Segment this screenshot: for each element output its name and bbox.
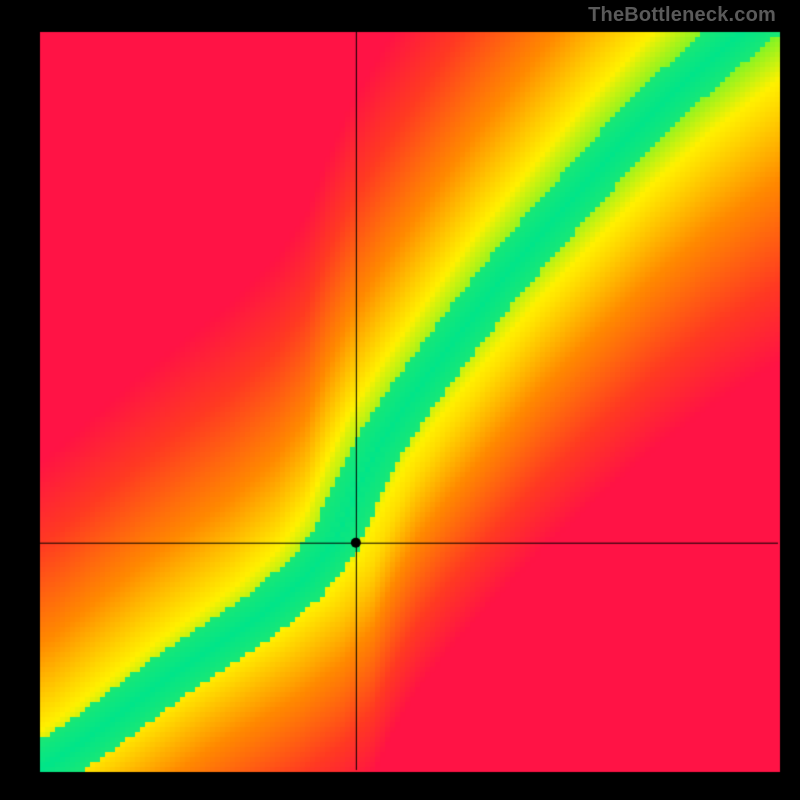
watermark-text: TheBottleneck.com — [588, 4, 776, 27]
bottleneck-heatmap — [0, 0, 800, 800]
